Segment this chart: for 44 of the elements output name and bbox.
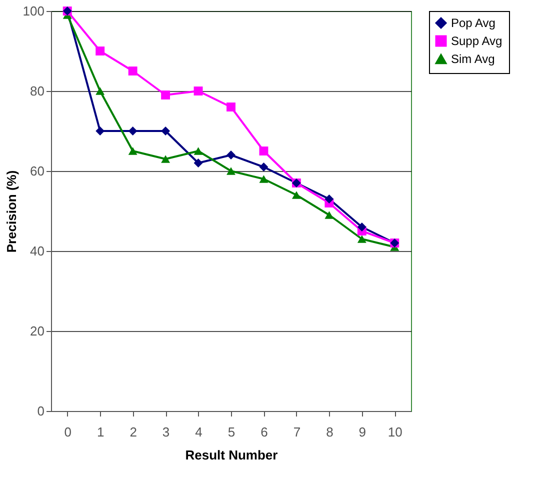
x-tick-label: 9 (358, 424, 366, 440)
point (194, 86, 203, 96)
point (161, 126, 170, 136)
legend-label: Supp Avg (451, 34, 502, 48)
point (96, 46, 105, 56)
point (226, 150, 236, 160)
point (161, 90, 170, 100)
point (128, 147, 138, 155)
y-tick-label: 40 (30, 244, 44, 258)
point (194, 158, 203, 168)
y-tick-label: 60 (30, 164, 44, 178)
x-tick-label: 2 (130, 424, 137, 440)
point (357, 235, 366, 243)
point (292, 191, 301, 199)
x-tick-label: 10 (388, 424, 402, 440)
x-tick-label: 0 (64, 424, 72, 440)
y-tick-label: 0 (37, 404, 44, 418)
x-tick-label: 3 (162, 424, 170, 440)
point (259, 162, 268, 172)
y-axis-title: Precision (%) (4, 170, 19, 253)
point (194, 147, 203, 155)
point (128, 126, 138, 136)
point (324, 194, 334, 204)
y-tick-label: 100 (22, 4, 44, 18)
point (96, 87, 105, 95)
y-tick-label: 20 (30, 324, 44, 338)
x-tick-label: 7 (293, 424, 301, 440)
point (259, 146, 268, 156)
point (128, 66, 138, 76)
y-tick-label: 80 (30, 84, 44, 98)
point (161, 155, 170, 163)
x-tick-label: 8 (326, 424, 334, 440)
point (226, 102, 236, 112)
point (259, 175, 268, 183)
x-tick-label: 5 (228, 424, 236, 440)
x-axis-title: Result Number (185, 448, 278, 462)
legend-label: Pop Avg (451, 16, 496, 30)
x-tick-label: 6 (260, 424, 268, 440)
point (226, 167, 236, 175)
x-tick-label: 4 (195, 424, 202, 440)
x-tick-label: 1 (96, 424, 104, 440)
point (324, 211, 334, 219)
point (357, 222, 366, 232)
legend-label: Sim Avg (451, 52, 495, 66)
